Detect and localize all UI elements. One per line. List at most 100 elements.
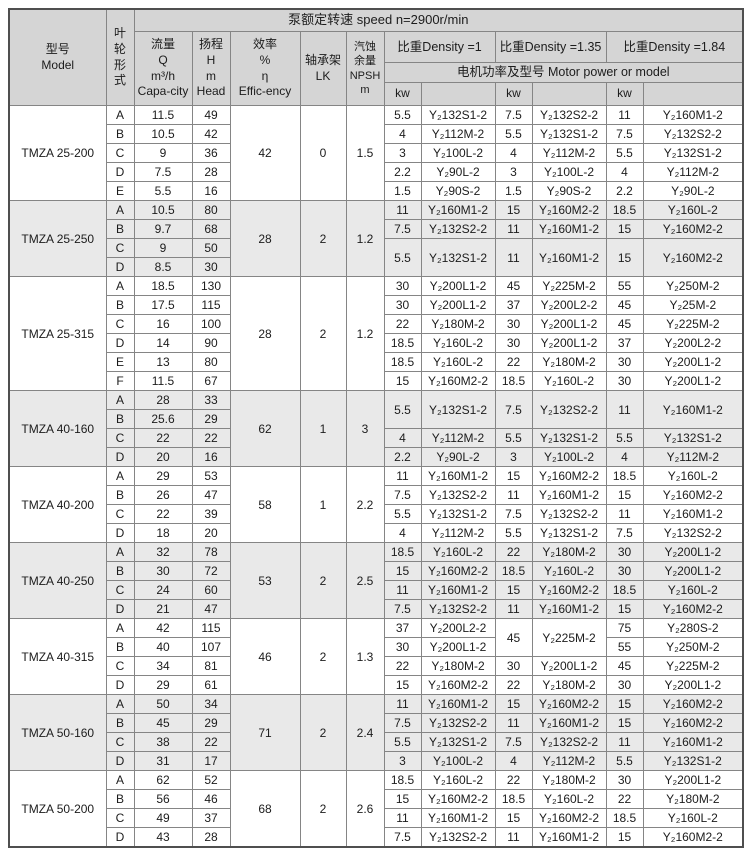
motor-kw-cell: 15 <box>605 599 644 619</box>
motor-model-cell: Y₂160M2-2 <box>531 466 607 486</box>
motor-kw-cell: 7.5 <box>383 485 422 505</box>
motor-kw-cell: 11 <box>605 105 644 125</box>
motor-kw-cell: 30 <box>605 675 644 695</box>
motor-kw-cell: 45 <box>494 618 533 657</box>
motor-kw-cell: 11 <box>494 599 533 619</box>
table-row: D 20 16 2.2 Y₂90L-2 3 Y₂100L-2 4 Y₂112M-2 <box>9 447 744 467</box>
motor-kw-cell: 30 <box>494 314 533 334</box>
impeller-form-cell: D <box>105 257 135 277</box>
motor-kw-cell: 22 <box>494 675 533 695</box>
impeller-form-cell: C <box>105 580 135 600</box>
table-row: B 26 47 7.5 Y₂132S2-2 11 Y₂160M1-2 15 Y₂160M2-2 <box>9 485 744 505</box>
impeller-form-cell: C <box>105 656 135 676</box>
motor-kw-cell: 11 <box>605 504 644 524</box>
table-row: F 11.5 67 15 Y₂160M2-2 18.5 Y₂160L-2 30 Y₂200L1-… <box>9 371 744 391</box>
motor-model-cell: Y₂180M-2 <box>531 542 607 562</box>
npsh-cell: 1.5 <box>345 105 385 201</box>
motor-kw-cell: 15 <box>494 694 533 714</box>
impeller-form-cell: C <box>105 314 135 334</box>
capacity-cell: 56 <box>133 789 193 809</box>
head-cell: 53 <box>191 466 231 486</box>
capacity-cell: 45 <box>133 713 193 733</box>
capacity-cell: 9 <box>133 238 193 258</box>
capacity-cell: 22 <box>133 504 193 524</box>
motor-kw-cell: 11 <box>383 200 422 220</box>
impeller-form-cell: A <box>105 542 135 562</box>
head-cell: 20 <box>191 523 231 543</box>
head-cell: 80 <box>191 352 231 372</box>
capacity-cell: 62 <box>133 770 193 790</box>
table-row: C 38 22 5.5 Y₂132S1-2 7.5 Y₂132S2-2 11 Y₂160M1-2 <box>9 732 744 752</box>
motor-model-cell: Y₂160M2-2 <box>531 200 607 220</box>
motor-model-cell: Y₂160M1-2 <box>531 485 607 505</box>
motor-kw-cell: 15 <box>494 808 533 828</box>
motor-kw-cell: 18.5 <box>383 333 422 353</box>
motor-kw-cell: 18.5 <box>494 789 533 809</box>
capacity-cell: 17.5 <box>133 295 193 315</box>
motor-model-cell: Y₂160M2-2 <box>420 789 496 809</box>
motor-model-cell: Y₂180M-2 <box>531 352 607 372</box>
motor-kw-cell: 11 <box>605 390 644 429</box>
motor-model-cell: Y₂90L-2 <box>420 447 496 467</box>
motor-model-cell: Y₂160M2-2 <box>642 238 744 277</box>
impeller-form-cell: D <box>105 675 135 695</box>
motor-model-cell: Y₂200L1-2 <box>642 542 744 562</box>
impeller-form-cell: A <box>105 466 135 486</box>
pump-model-cell: TMZA 40-200 <box>8 466 107 543</box>
motor-kw-cell: 5.5 <box>605 143 644 163</box>
capacity-cell: 50 <box>133 694 193 714</box>
motor-kw-cell: 15 <box>494 580 533 600</box>
motor-model-cell: Y₂225M-2 <box>531 618 607 657</box>
impeller-form-cell: D <box>105 599 135 619</box>
motor-kw-cell: 30 <box>605 371 644 391</box>
efficiency-cell: 53 <box>229 542 301 619</box>
motor-model-cell: Y₂100L-2 <box>531 162 607 182</box>
capacity-cell: 7.5 <box>133 162 193 182</box>
head-cell: 78 <box>191 542 231 562</box>
head-cell: 47 <box>191 485 231 505</box>
motor-kw-cell: 22 <box>383 656 422 676</box>
motor-kw-cell: 18.5 <box>605 466 644 486</box>
bearing-lk-cell: 2 <box>299 770 347 848</box>
motor-kw-cell: 3 <box>494 447 533 467</box>
impeller-form-cell: A <box>105 694 135 714</box>
head-cell: 46 <box>191 789 231 809</box>
capacity-cell: 28 <box>133 390 193 410</box>
table-row: D 21 47 7.5 Y₂132S2-2 11 Y₂160M1-2 15 Y₂160M2-2 <box>9 599 744 619</box>
header-impeller-form: 叶 轮 形 式 <box>105 8 135 106</box>
motor-model-cell: Y₂100L-2 <box>531 447 607 467</box>
motor-kw-cell: 15 <box>383 675 422 695</box>
motor-kw-cell: 5.5 <box>383 238 422 277</box>
motor-kw-cell: 4 <box>605 447 644 467</box>
bearing-lk-cell: 2 <box>299 542 347 619</box>
motor-kw-cell: 18.5 <box>605 580 644 600</box>
motor-kw-cell: 11 <box>494 219 533 239</box>
head-cell: 42 <box>191 124 231 144</box>
motor-kw-cell: 4 <box>494 751 533 771</box>
table-row: B 56 46 15 Y₂160M2-2 18.5 Y₂160L-2 22 Y₂180M-2 <box>9 789 744 809</box>
motor-model-cell: Y₂132S2-2 <box>420 485 496 505</box>
motor-kw-cell: 30 <box>605 542 644 562</box>
motor-model-cell: Y₂160L-2 <box>642 808 744 828</box>
header-motor-model-1 <box>420 82 496 106</box>
impeller-form-cell: A <box>105 200 135 220</box>
motor-model-cell: Y₂200L1-2 <box>642 561 744 581</box>
head-cell: 72 <box>191 561 231 581</box>
table-row: C 49 37 11 Y₂160M1-2 15 Y₂160M2-2 18.5 Y₂160L-2 <box>9 808 744 828</box>
capacity-cell: 8.5 <box>133 257 193 277</box>
motor-model-cell: Y₂200L1-2 <box>531 656 607 676</box>
motor-kw-cell: 7.5 <box>383 219 422 239</box>
table-row: TMZA 40-200 A 29 53 58 1 2.2 11 Y₂160M1-2 15 Y₂160… <box>8 466 744 543</box>
table-row: TMZA 40-250 A 32 78 53 2 2.5 18.5 Y₂160L-2 22 Y₂18… <box>8 542 744 619</box>
head-cell: 90 <box>191 333 231 353</box>
pump-model-cell: TMZA 40-315 <box>8 618 107 695</box>
motor-kw-cell: 1.5 <box>494 181 533 201</box>
motor-kw-cell: 4 <box>383 124 422 144</box>
capacity-cell: 21 <box>133 599 193 619</box>
head-cell: 34 <box>191 694 231 714</box>
motor-kw-cell: 30 <box>383 276 422 296</box>
motor-kw-cell: 7.5 <box>494 105 533 125</box>
table-row: TMZA 25-250 A 10.5 80 28 2 1.2 11 Y₂160M1-2 15 Y₂1… <box>8 200 744 277</box>
header-rated-speed: 泵额定转速 speed n=2900r/min <box>133 8 744 32</box>
impeller-form-cell: B <box>105 637 135 657</box>
